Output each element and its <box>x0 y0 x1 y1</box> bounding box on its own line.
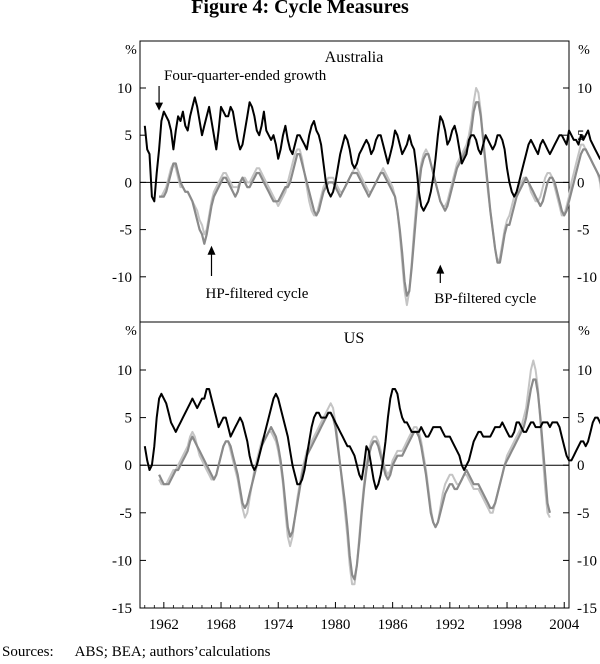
aus-left-tick-label: 10 <box>117 81 132 97</box>
us-four-quarter-ended-growth-line <box>143 388 600 490</box>
us-left-unit: % <box>125 324 137 339</box>
x-tick-label: 1992 <box>435 617 465 633</box>
us-right-tick-label: -15 <box>577 601 597 617</box>
annotation-bp-arrowhead <box>436 264 445 274</box>
aus-left-tick-label: -5 <box>120 223 133 239</box>
sources-text: ABS; BEA; authors’calculations <box>74 644 271 660</box>
us-right-tick-label: -5 <box>577 506 590 522</box>
us-axis-ticks: 10 10 5 5 0 0 -5 -5 -10 -10 -15 -15 <box>112 363 597 617</box>
sources-label: Sources: <box>2 644 54 660</box>
us-left-tick-label: 10 <box>117 363 132 379</box>
us-right-tick-label: 10 <box>577 363 592 379</box>
us-right-unit: % <box>578 324 590 339</box>
australia-annotations: Four-quarter-ended growth HP-filtered cyc… <box>155 68 537 307</box>
us-series <box>143 359 600 586</box>
aus-right-tick-label: -10 <box>577 270 597 286</box>
annotation-bp-label: BP-filtered cycle <box>434 291 536 307</box>
aus-four-quarter-ended-growth-line <box>143 96 600 212</box>
australia-series <box>143 87 600 307</box>
x-tick-label: 1974 <box>263 617 294 633</box>
aus-left-tick-label: -10 <box>112 270 132 286</box>
us-hp-filtered-cycle-line <box>158 378 551 581</box>
aus-left-tick-label: 0 <box>125 175 133 191</box>
us-panel: US % % 10 10 5 5 0 0 -5 -5 -10 -10 -15 -15 <box>112 321 600 617</box>
aus-right-tick-label: 10 <box>577 81 592 97</box>
x-tick-label: 2004 <box>549 617 580 633</box>
us-panel-title: US <box>344 330 364 347</box>
us-right-tick-label: 0 <box>577 458 585 474</box>
figure-canvas: Australia % % 10 10 5 5 0 0 -5 -5 -10 -10 Four-qu… <box>112 40 600 633</box>
aus-right-tick-label: -5 <box>577 223 590 239</box>
aus-left-tick-label: 5 <box>125 128 133 144</box>
x-tick-label: 1980 <box>320 617 350 633</box>
australia-left-unit: % <box>125 43 137 58</box>
australia-panel-title: Australia <box>325 49 384 66</box>
us-right-tick-label: -10 <box>577 553 597 569</box>
annotation-growth-arrowhead <box>155 102 164 111</box>
x-tick-label: 1962 <box>149 617 179 633</box>
aus-bp-filtered-cycle-line <box>159 87 600 307</box>
x-tick-label: 1968 <box>206 617 236 633</box>
annotation-growth-label: Four-quarter-ended growth <box>164 68 327 84</box>
x-axis: 1962 1968 1974 1980 1986 1992 1998 2004 <box>144 602 580 633</box>
australia-panel: Australia % % 10 105 50 0-5 -5-10 -10 Four-qu… <box>112 40 600 323</box>
x-tick-label: 1998 <box>492 617 522 633</box>
us-left-tick-label: -10 <box>112 553 132 569</box>
australia-right-unit: % <box>578 43 590 58</box>
us-left-tick-label: -5 <box>120 506 133 522</box>
us-left-tick-label: 0 <box>125 458 133 474</box>
aus-right-tick-label: 0 <box>577 175 585 191</box>
us-left-tick-label: 5 <box>125 411 133 427</box>
annotation-hp-label: HP-filtered cycle <box>206 286 309 302</box>
us-right-tick-label: 5 <box>577 411 585 427</box>
figure-title: Figure 4: Cycle Measures <box>191 0 409 18</box>
annotation-hp-arrowhead <box>207 245 216 255</box>
us-left-tick-label: -15 <box>112 601 132 617</box>
x-tick-label: 1986 <box>378 617 409 633</box>
sources-note: Sources: ABS; BEA; authors’calculations <box>2 644 270 661</box>
aus-hp-filtered-cycle-line <box>159 101 600 297</box>
